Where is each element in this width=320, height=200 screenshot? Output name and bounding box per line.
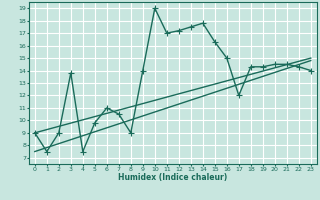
X-axis label: Humidex (Indice chaleur): Humidex (Indice chaleur) <box>118 173 228 182</box>
